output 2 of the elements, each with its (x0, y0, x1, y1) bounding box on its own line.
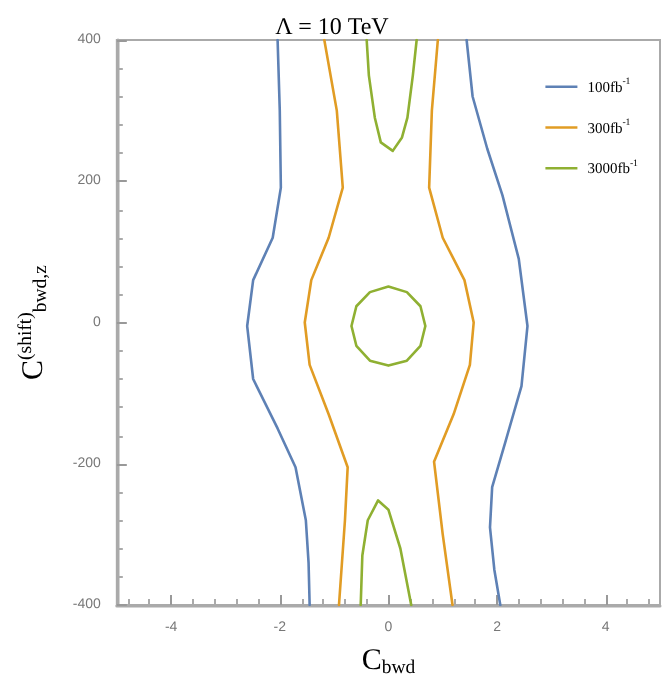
chart-title: Λ = 10 TeV (275, 12, 390, 40)
y-axis-title: C(shift)bwd,z (15, 263, 52, 380)
